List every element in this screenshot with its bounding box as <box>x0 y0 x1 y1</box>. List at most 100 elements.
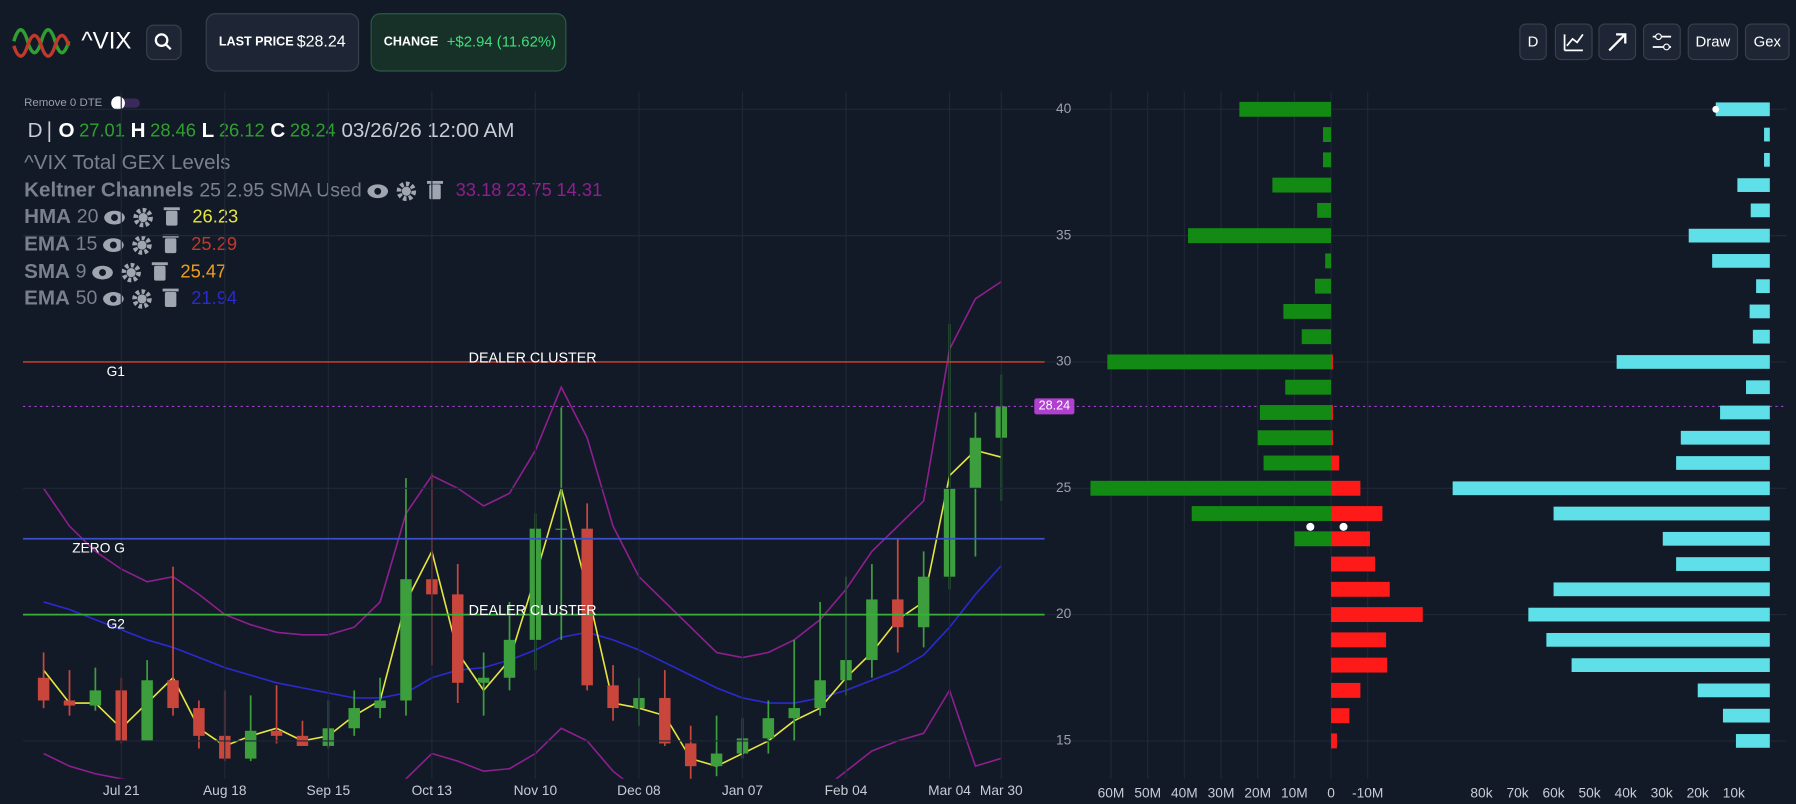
indicator-value: 25.29 <box>191 233 237 254</box>
indicator-name: EMA <box>24 286 70 309</box>
x-tick-label: 10k <box>1723 785 1745 800</box>
oi-bar <box>1616 355 1770 369</box>
x-tick-label: 50M <box>1134 785 1161 800</box>
level-label: G1 <box>107 364 125 379</box>
gex-bar <box>1331 733 1337 749</box>
oi-bar <box>1764 152 1770 167</box>
oi-bar <box>1722 708 1770 723</box>
indicator-params: 15 <box>76 233 98 255</box>
gex-bar <box>1331 682 1361 698</box>
x-tick-label: Jul 21 <box>103 783 140 798</box>
gex-bar <box>1331 708 1350 724</box>
x-tick-label: 80k <box>1470 785 1492 800</box>
gex-bar <box>1285 379 1332 395</box>
candle-body <box>89 690 102 706</box>
oi-bar <box>1750 203 1770 218</box>
oi-bar <box>1688 228 1770 243</box>
trash-lid <box>163 207 180 211</box>
ohlc-h-label: H <box>131 119 146 142</box>
candle-body <box>659 697 671 744</box>
trash-icon[interactable] <box>151 262 168 281</box>
x-tick-label: 40k <box>1615 785 1637 800</box>
trash-icon[interactable] <box>162 288 179 307</box>
indicator-name: ^VIX Total GEX Levels <box>24 151 230 174</box>
candle-body <box>244 730 257 759</box>
toggle-label: Remove 0 DTE <box>24 97 103 109</box>
gex-bar <box>1331 581 1390 597</box>
gex-bar <box>1331 430 1333 446</box>
oi-bar <box>1737 178 1770 192</box>
gear-hub <box>401 186 411 196</box>
trash-icon[interactable] <box>426 180 444 200</box>
oi-bar <box>1764 127 1770 142</box>
eye-icon[interactable] <box>92 265 113 280</box>
interval-button-label[interactable]: D <box>1528 34 1539 50</box>
gex-bar <box>1257 430 1332 446</box>
gex-bar <box>1331 480 1361 496</box>
eye-pupil <box>109 241 117 249</box>
eye-icon[interactable] <box>103 238 124 252</box>
ohlc-c: 28.24 <box>290 120 336 141</box>
oi-bar <box>1571 658 1770 672</box>
trend-button[interactable] <box>1598 23 1637 61</box>
indicator-name: SMA <box>24 260 70 283</box>
change-label: CHANGE <box>384 35 439 49</box>
x-tick-label: 20k <box>1687 785 1709 800</box>
interval-button[interactable] <box>1519 23 1547 61</box>
gex-bar <box>1331 405 1333 420</box>
gex-bar <box>1331 506 1383 521</box>
oi-bar <box>1553 506 1770 521</box>
gear-icon[interactable] <box>396 181 417 201</box>
trash-icon[interactable] <box>162 234 179 254</box>
draw-button[interactable] <box>1687 23 1739 61</box>
gear-icon[interactable] <box>132 289 152 309</box>
trash-shape <box>166 210 178 226</box>
gear-icon[interactable] <box>133 207 153 228</box>
marker-dot <box>1339 522 1348 531</box>
oi-bar <box>1546 632 1770 647</box>
settings-button[interactable] <box>1643 23 1681 61</box>
ohlc-h: 28.46 <box>150 120 196 141</box>
candle-body <box>892 599 904 628</box>
candle-body <box>710 753 723 767</box>
indicator-line <box>43 565 1002 704</box>
gear-shape <box>132 235 152 255</box>
trash-lid <box>151 262 168 266</box>
eye-icon[interactable] <box>103 292 124 306</box>
gear-shape <box>396 181 417 201</box>
x-tick-label: Feb 04 <box>825 783 868 798</box>
gex-bar <box>1331 632 1387 648</box>
gex-bar <box>1323 127 1332 143</box>
gear-icon[interactable] <box>132 235 152 255</box>
draw-button-label[interactable]: Draw <box>1696 34 1731 50</box>
gex-bar <box>1331 455 1340 471</box>
gear-shape <box>121 262 141 283</box>
logo <box>12 28 71 58</box>
indicator-line <box>43 688 1002 779</box>
oi-bar <box>1553 582 1770 597</box>
gex-button[interactable] <box>1744 23 1790 61</box>
search-button[interactable] <box>146 24 182 61</box>
gex-bar <box>1331 657 1388 673</box>
trash-icon[interactable] <box>163 207 180 226</box>
y-tick-label: 25 <box>1056 480 1072 495</box>
y-tick-label: 15 <box>1056 733 1072 748</box>
gear-icon[interactable] <box>121 262 141 283</box>
trash-shape <box>154 265 166 281</box>
oi-bar <box>1452 481 1770 496</box>
trash-shape <box>164 292 177 307</box>
candle-body <box>141 680 153 741</box>
eye-icon[interactable] <box>104 210 125 225</box>
oi-bar <box>1720 405 1770 420</box>
level-annotation: DEALER CLUSTER <box>469 603 597 619</box>
indicator-button[interactable] <box>1554 23 1593 61</box>
candle-body <box>762 718 775 739</box>
candle-body <box>452 594 464 683</box>
marker-dot <box>1712 105 1720 113</box>
gex-button-label[interactable]: Gex <box>1754 34 1782 50</box>
gex-bar <box>1331 607 1423 623</box>
candle-body <box>270 730 283 736</box>
trash-shape <box>164 238 177 254</box>
eye-icon[interactable] <box>367 184 389 199</box>
